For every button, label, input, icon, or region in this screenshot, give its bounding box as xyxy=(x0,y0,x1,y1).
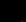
Text: 7: 7 xyxy=(5,0,26,22)
Text: 8: 8 xyxy=(6,0,26,22)
Text: 2: 2 xyxy=(9,0,26,22)
Text: 5: 5 xyxy=(5,0,26,22)
Text: 1: 1 xyxy=(10,0,26,22)
Text: 6: 6 xyxy=(5,0,26,22)
Text: 9: 9 xyxy=(9,0,26,22)
Text: 4: 4 xyxy=(6,0,26,22)
Text: 3: 3 xyxy=(6,0,26,22)
